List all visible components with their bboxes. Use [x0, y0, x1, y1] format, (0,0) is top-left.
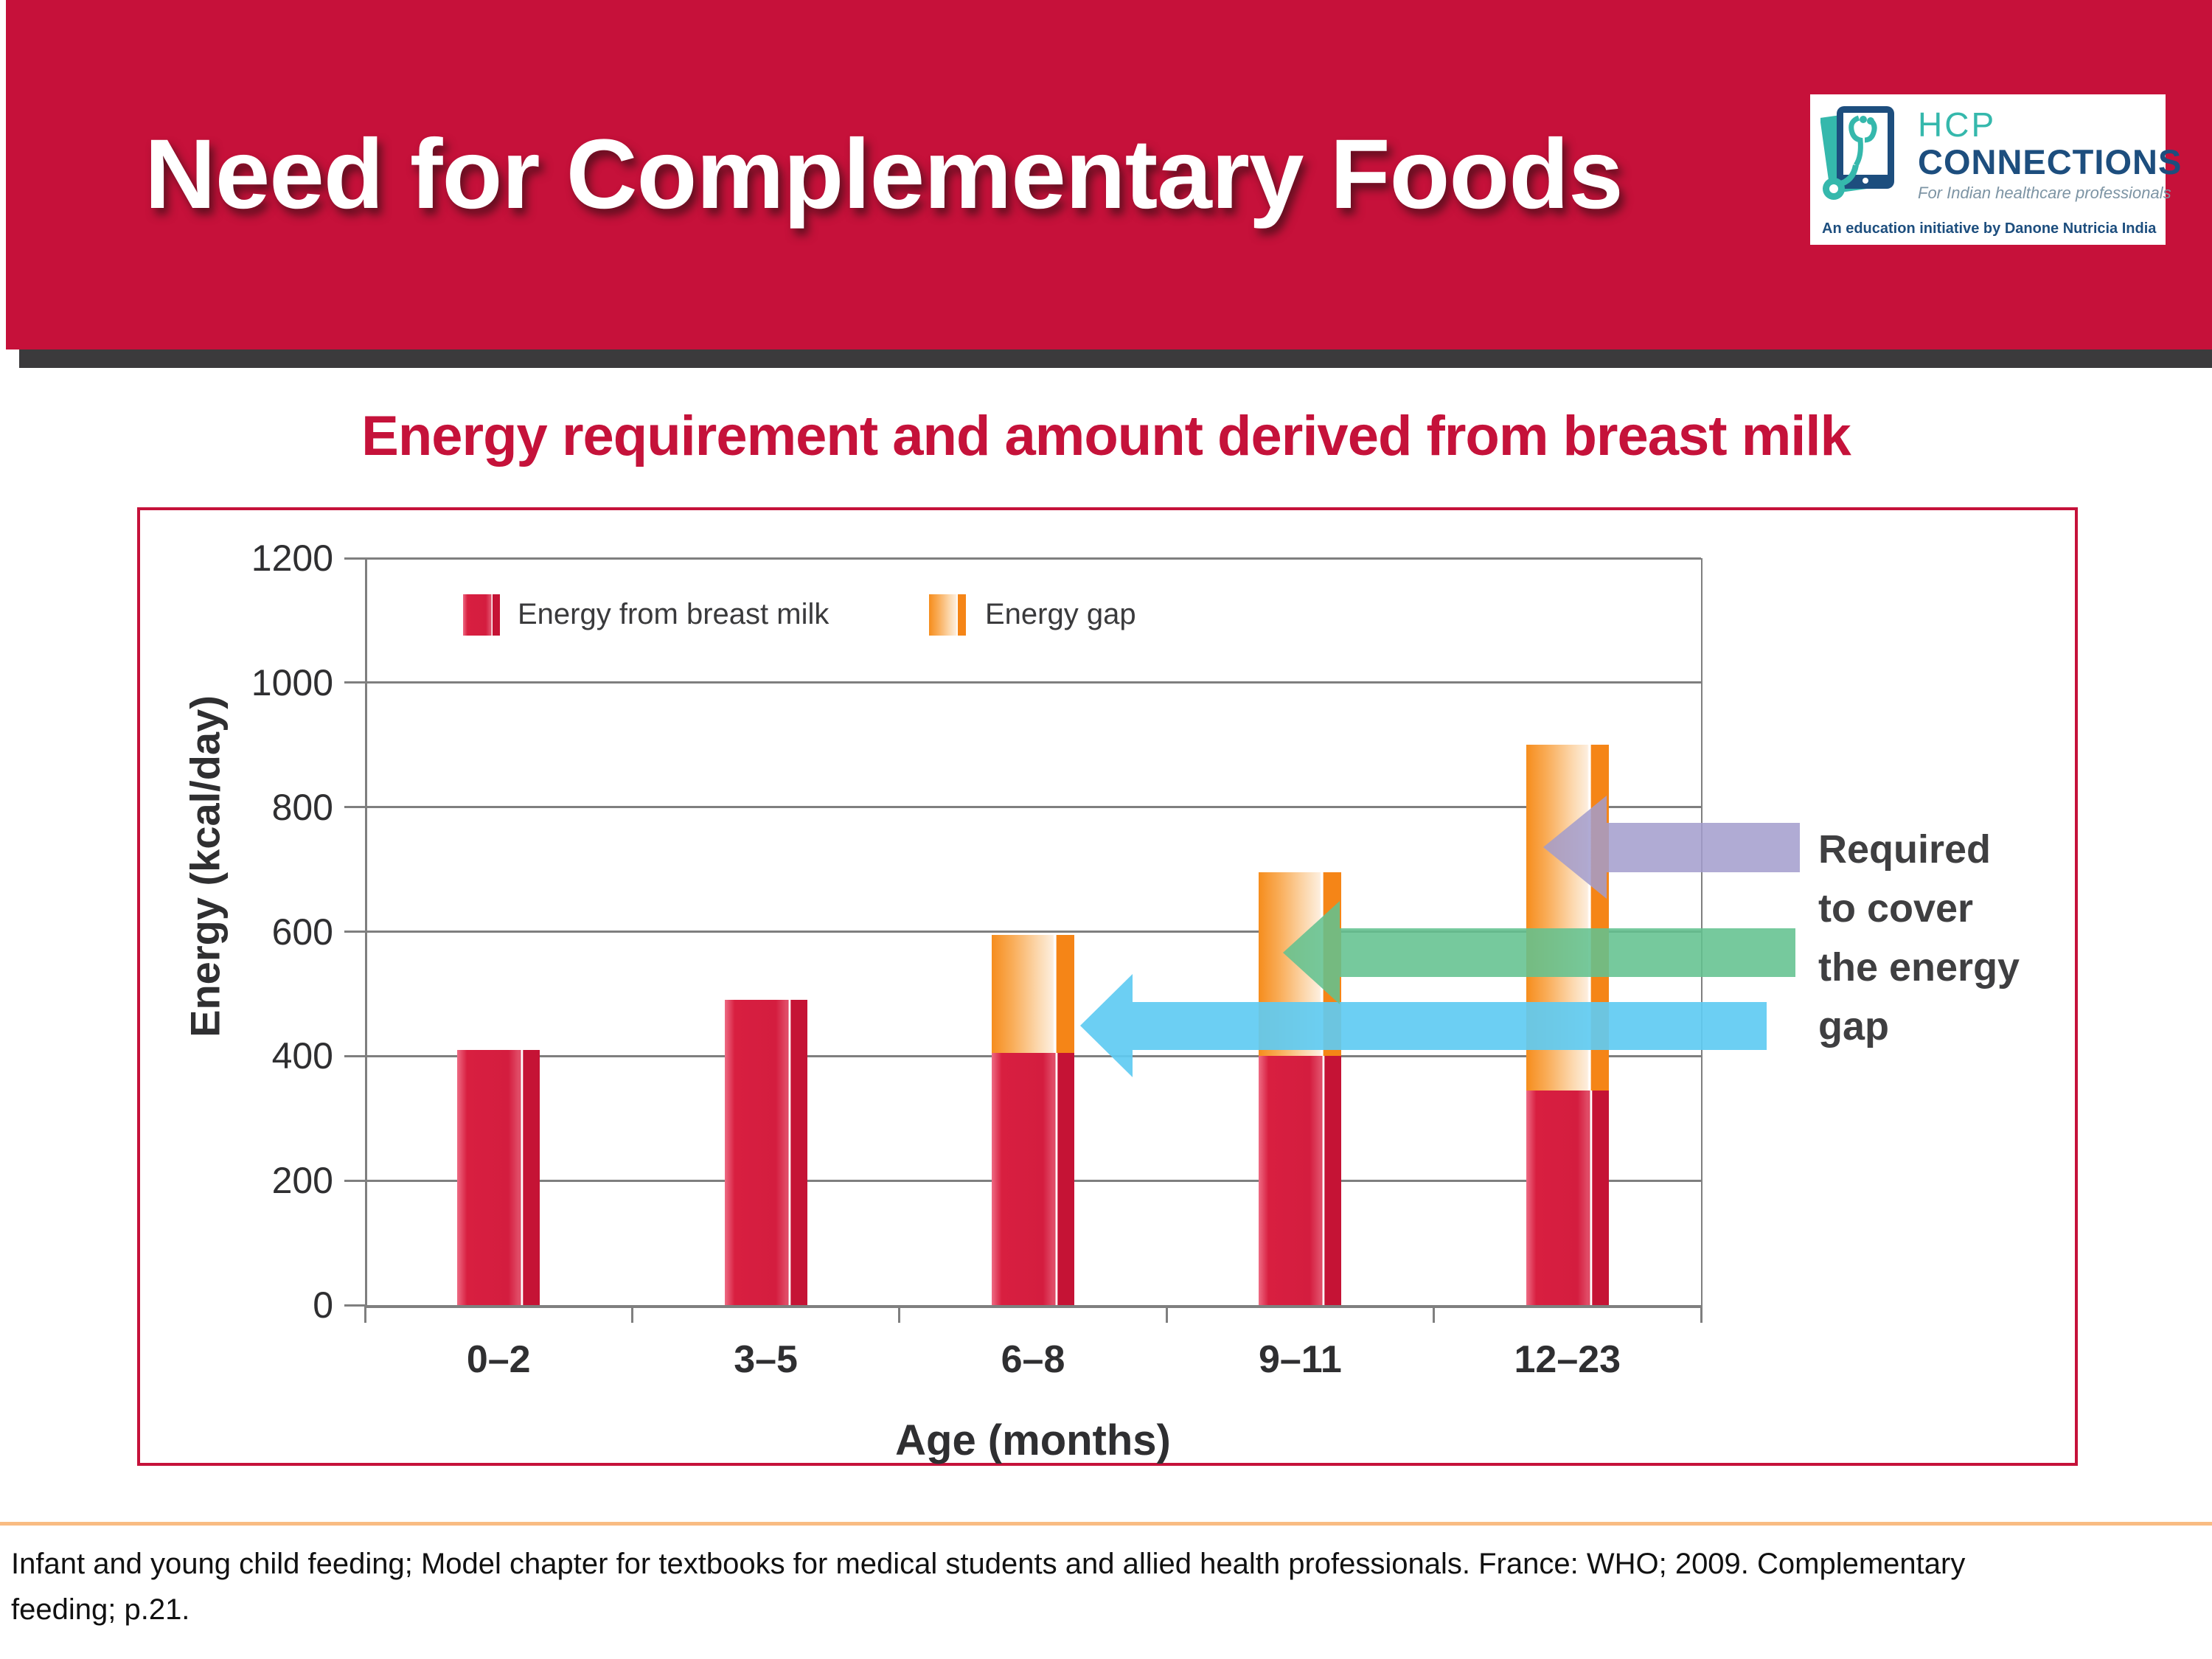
y-tick-label-200: 200: [271, 1160, 333, 1202]
tablet-stethoscope-icon: [1820, 102, 1907, 204]
y-axis-line: [365, 558, 367, 1305]
legend-label-breast-milk: Energy from breast milk: [518, 598, 830, 630]
green-arrow-head: [1283, 901, 1340, 1004]
annotation-line: to cover: [1818, 886, 1974, 931]
bar-breast-milk-12–23: [1526, 1090, 1609, 1305]
x-tick-5: [1700, 1305, 1703, 1323]
y-tick-label-800: 800: [271, 786, 333, 828]
x-tick-2: [898, 1305, 901, 1323]
logo-connections-text: CONNECTIONS: [1918, 142, 2183, 181]
gridline-1000: [365, 681, 1701, 684]
x-category-label-0–2: 0–2: [466, 1338, 531, 1381]
gridline-600: [365, 931, 1701, 933]
x-category-label-3–5: 3–5: [734, 1338, 798, 1381]
x-tick-4: [1433, 1305, 1436, 1323]
blue-arrow-body: [1133, 1002, 1767, 1050]
annotation-line: the energy: [1818, 945, 2020, 990]
purple-arrow-body: [1607, 823, 1800, 872]
x-category-label-12–23: 12–23: [1514, 1338, 1621, 1381]
footer-citation: Infant and young child feeding; Model ch…: [11, 1541, 2194, 1632]
bar-breast-milk-0–2: [457, 1049, 540, 1305]
y-tick-600: [344, 931, 365, 933]
chart-title: Energy requirement and amount derived fr…: [361, 405, 1851, 467]
y-tick-400: [344, 1054, 365, 1057]
logo-subtext: An education initiative by Danone Nutric…: [1822, 220, 2157, 237]
y-tick-label-1000: 1000: [251, 661, 333, 703]
y-tick-label-1200: 1200: [251, 538, 333, 579]
annotation-required-to-cover: Required to cover the energy gap: [1818, 820, 2020, 1056]
annotation-line: Required: [1818, 827, 1992, 872]
x-category-label-9–11: 9–11: [1258, 1338, 1342, 1381]
legend-label-energy-gap: Energy gap: [985, 598, 1136, 630]
y-tick-label-600: 600: [271, 911, 333, 953]
x-category-label-6–8: 6–8: [1001, 1338, 1065, 1381]
gridline-800: [365, 806, 1701, 809]
bar-energy-gap-6–8: [992, 934, 1074, 1054]
x-tick-0: [364, 1305, 366, 1323]
y-tick-1000: [344, 681, 365, 684]
x-tick-1: [630, 1305, 633, 1323]
y-tick-800: [344, 806, 365, 809]
hcp-connections-logo: HCP CONNECTIONS For Indian healthcare pr…: [1810, 94, 2181, 245]
annotation-line: gap: [1818, 1004, 1890, 1048]
footer-separator-line: [0, 1522, 2212, 1526]
y-tick-0: [344, 1304, 365, 1307]
legend-swatch-energy-gap: [929, 594, 966, 636]
chart-box: 1200 1000 800 600 400 200 0 0–2 3–5 6–8 9–11 12–23 …: [137, 507, 2078, 1466]
legend-swatch-breast-milk: [463, 594, 500, 636]
x-tick-3: [1165, 1305, 1168, 1323]
y-axis-title: Energy (kcal/day): [181, 695, 229, 1037]
y-tick-label-400: 400: [271, 1035, 333, 1077]
y-tick-1200: [344, 557, 365, 560]
logo-tagline: For Indian healthcare professionals: [1918, 184, 2171, 202]
x-axis-title: Age (months): [895, 1416, 1171, 1464]
slide-title: Need for Complementary Foods: [145, 119, 1624, 229]
bar-breast-milk-9–11: [1259, 1056, 1342, 1305]
bar-breast-milk-6–8: [992, 1053, 1074, 1305]
gridline-1200: [365, 557, 1701, 560]
logo-hcp-text: HCP: [1918, 105, 1997, 144]
x-axis-line: [365, 1305, 1703, 1308]
header-separator-bar: [19, 349, 2212, 368]
blue-arrow-head: [1080, 974, 1133, 1077]
plot-area: 1200 1000 800 600 400 200 0 0–2 3–5 6–8 9–11 12–23: [140, 510, 2075, 1463]
purple-arrow-head: [1543, 796, 1607, 899]
y-tick-label-0: 0: [313, 1284, 333, 1326]
green-arrow-body: [1340, 928, 1795, 977]
footer-line-2: feeding; p.21.: [11, 1593, 190, 1626]
y-tick-200: [344, 1179, 365, 1182]
bar-breast-milk-3–5: [724, 1000, 807, 1305]
footer-line-1: Infant and young child feeding; Model ch…: [11, 1548, 1966, 1580]
